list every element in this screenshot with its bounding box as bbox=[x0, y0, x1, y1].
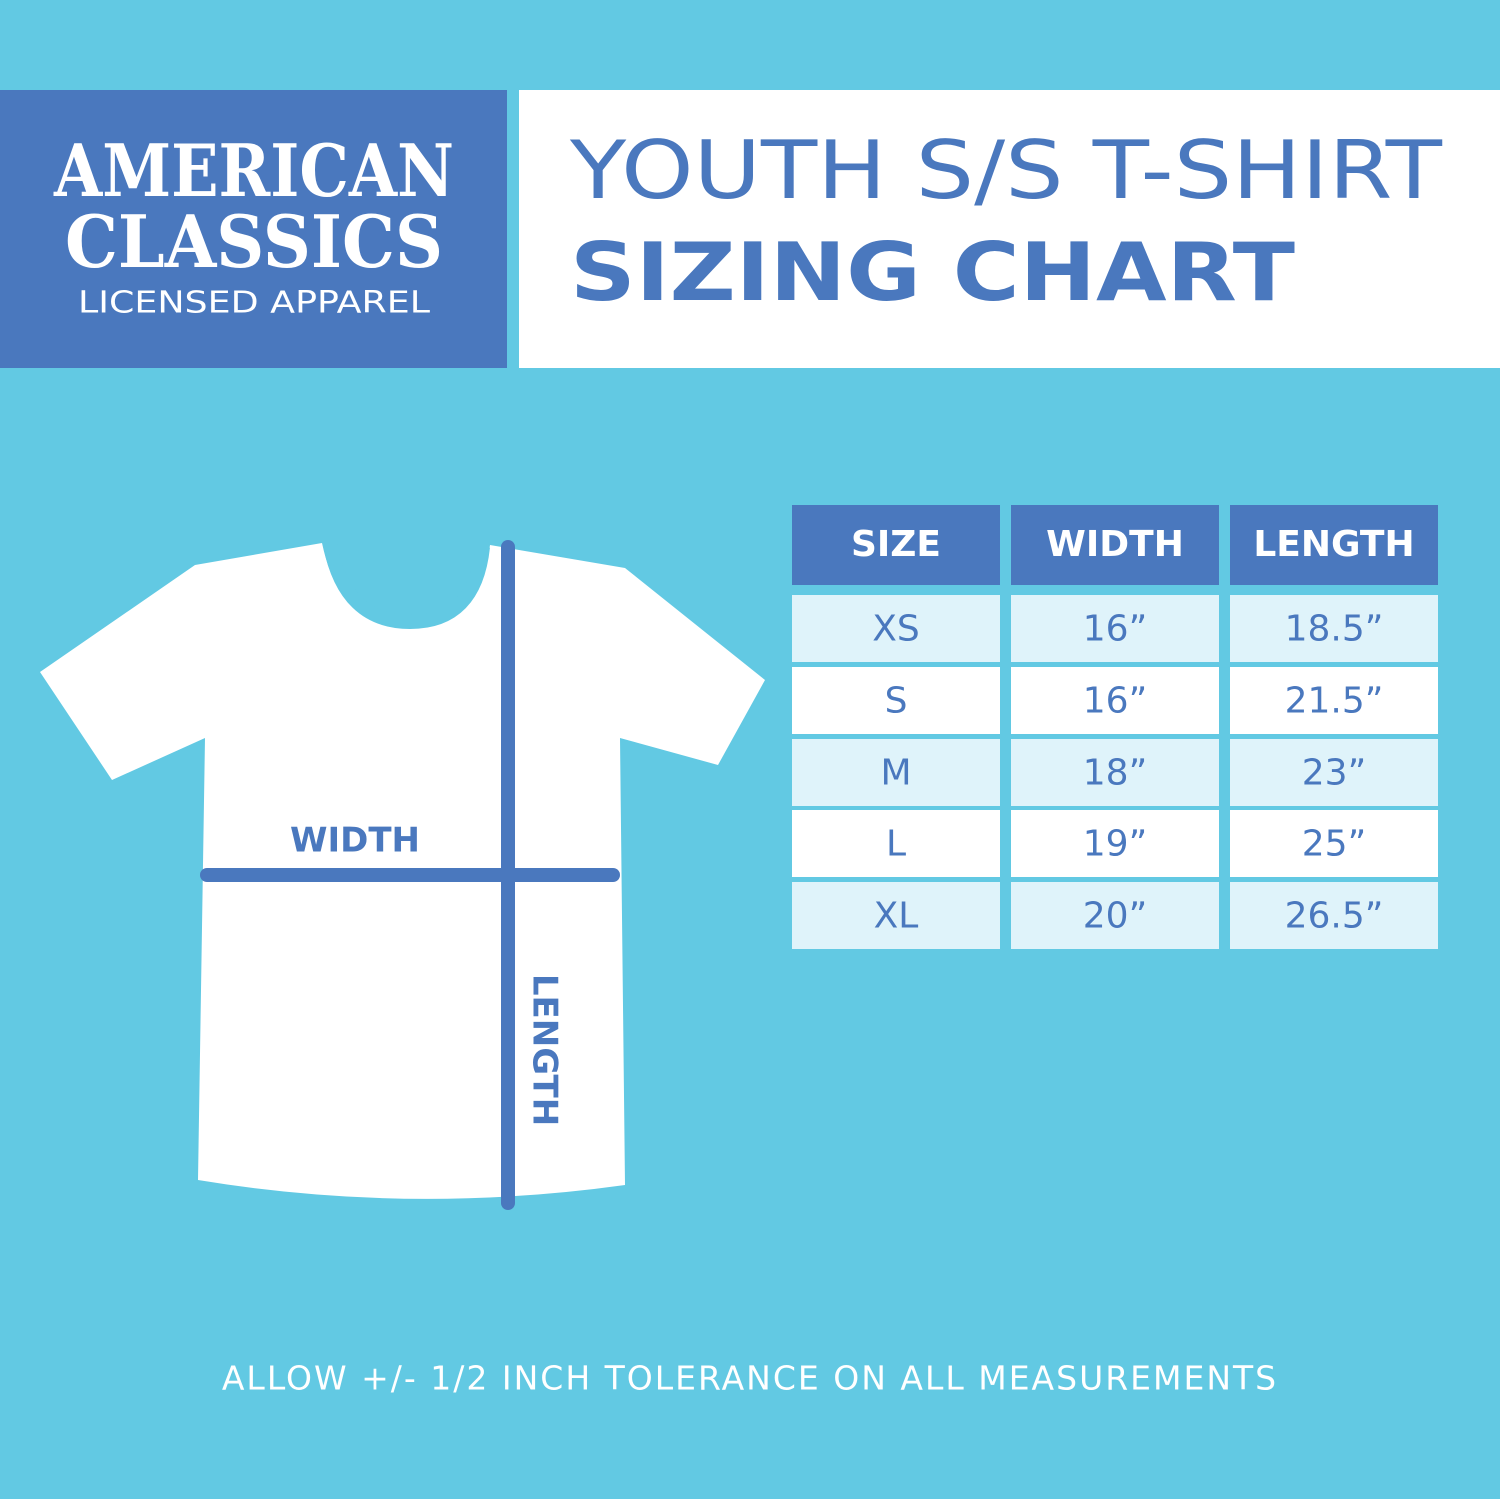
cell-text: 18.5” bbox=[1285, 609, 1384, 650]
logo-line-2: CLASSICS bbox=[65, 199, 443, 284]
table-cell bbox=[792, 667, 1000, 734]
logo-line-1: AMERICAN bbox=[53, 128, 454, 213]
table-cell bbox=[1011, 667, 1219, 734]
cell-text: 18” bbox=[1083, 753, 1147, 794]
table-cell bbox=[792, 739, 1000, 806]
cell-text: XL bbox=[874, 896, 919, 937]
title-line-1: YOUTH S/S T-SHIRT bbox=[569, 124, 1443, 217]
table-cell bbox=[1230, 667, 1438, 734]
cell-text: 23” bbox=[1302, 753, 1366, 794]
title-box bbox=[519, 90, 1500, 368]
table-cell bbox=[1230, 882, 1438, 949]
title-line-2: SIZING CHART bbox=[570, 226, 1295, 319]
collar bbox=[323, 543, 490, 630]
table-cell bbox=[1011, 595, 1219, 662]
table-cell bbox=[1230, 739, 1438, 806]
table-cell bbox=[792, 882, 1000, 949]
length-label: LENGTH bbox=[525, 974, 565, 1126]
cell-text: 19” bbox=[1083, 824, 1147, 865]
table-cell bbox=[1011, 882, 1219, 949]
table-cell bbox=[1230, 595, 1438, 662]
width-label: WIDTH bbox=[290, 821, 420, 861]
header-cell bbox=[1230, 505, 1438, 585]
cell-text: L bbox=[886, 824, 906, 865]
header-text: LENGTH bbox=[1253, 524, 1414, 565]
cell-text: 16” bbox=[1083, 681, 1147, 722]
table-cell bbox=[792, 810, 1000, 877]
cell-text: 20” bbox=[1083, 896, 1147, 937]
header-text: SIZE bbox=[851, 524, 941, 565]
size-table: SIZE WIDTH LENGTH XS 16” 18.5” S 16” 21.5” M 18” 23… bbox=[792, 505, 1438, 949]
cell-text: 16” bbox=[1083, 609, 1147, 650]
t-shirt: WIDTH LENGTH bbox=[40, 540, 765, 1210]
logo-box bbox=[0, 90, 507, 368]
table-cell bbox=[1011, 810, 1219, 877]
cell-text: 25” bbox=[1302, 824, 1366, 865]
table-cell bbox=[1011, 739, 1219, 806]
table-cell bbox=[1230, 810, 1438, 877]
header-cell bbox=[1011, 505, 1219, 585]
logo-tagline: LICENSED APPAREL bbox=[78, 286, 430, 321]
cell-text: 26.5” bbox=[1285, 896, 1384, 937]
cell-text: S bbox=[885, 681, 908, 722]
cell-text: 21.5” bbox=[1285, 681, 1384, 722]
footer-note: ALLOW +/- 1/2 INCH TOLERANCE ON ALL MEAS… bbox=[222, 1359, 1278, 1398]
header-cell bbox=[792, 505, 1000, 585]
cell-text: M bbox=[880, 753, 911, 794]
table-cell bbox=[792, 595, 1000, 662]
cell-text: XS bbox=[872, 609, 920, 650]
header-text: WIDTH bbox=[1046, 524, 1184, 565]
